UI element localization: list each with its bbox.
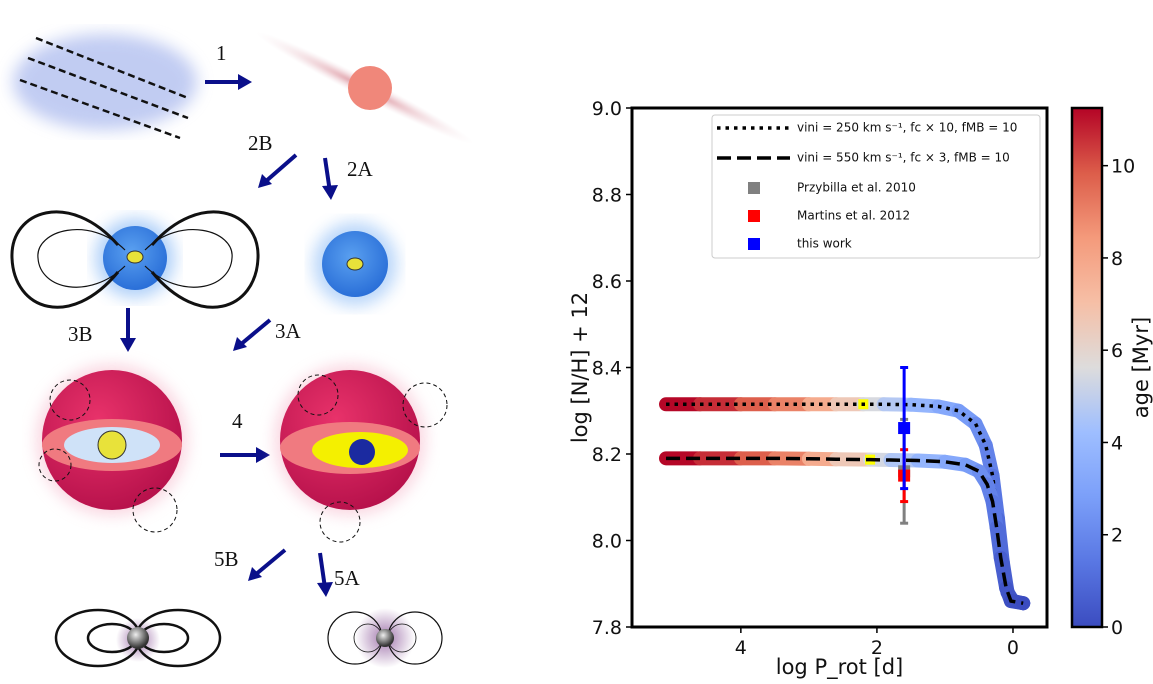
legend-label: vini = 550 km s⁻¹, fc × 3, fMB = 10 <box>797 151 1010 165</box>
colorbar-tick-label: 8 <box>1111 248 1123 270</box>
legend-label: Przybilla et al. 2010 <box>797 181 916 195</box>
step-label: 5B <box>214 547 239 571</box>
x-tick-label: 0 <box>1007 637 1019 659</box>
step-label: 2B <box>248 131 273 155</box>
y-tick-label: 7.8 <box>592 617 622 639</box>
chart: 4 2 0 7.8 8.0 8.2 8.4 8.6 8.8 9.0 log P_rot [d] log… <box>568 98 1153 680</box>
step-label: 4 <box>232 409 243 433</box>
y-tick-label: 9.0 <box>592 98 622 120</box>
legend-label: this work <box>797 237 852 251</box>
step-label: 5A <box>334 566 361 590</box>
colorbar-label: age [Myr] <box>1129 317 1153 418</box>
legend-label: vini = 250 km s⁻¹, fc × 10, fMB = 10 <box>797 121 1017 135</box>
legend-swatch <box>748 238 760 250</box>
model-line <box>666 404 1023 603</box>
colorbar-tick-label: 2 <box>1111 525 1123 547</box>
y-tick-label: 8.6 <box>592 271 622 293</box>
figure-svg: 1 2B 2A 3B 3A 4 5B 5A 4 2 0 7.8 8.0 8.2 8.4 8.6… <box>0 0 1153 684</box>
step-label: 3A <box>275 319 302 343</box>
model-line <box>666 458 1023 603</box>
data-point <box>898 422 910 434</box>
colorbar-tick-label: 6 <box>1111 340 1123 362</box>
colorbar-tick-label: 0 <box>1111 617 1123 639</box>
x-axis-label: log P_rot [d] <box>776 655 904 680</box>
step-label: 2A <box>347 157 374 181</box>
y-tick-label: 8.8 <box>592 185 622 207</box>
y-axis-label: log [N/H] + 12 <box>568 292 592 443</box>
arrowheads <box>120 74 338 597</box>
step-label: 1 <box>216 41 227 65</box>
schematic: 1 2B 2A 3B 3A 4 5B 5A <box>12 24 478 668</box>
legend-swatch <box>748 210 760 222</box>
colorbar <box>1072 108 1102 627</box>
figure: 1 2B 2A 3B 3A 4 5B 5A 4 2 0 7.8 8.0 8.2 8.4 8.6… <box>0 0 1153 684</box>
step-label: 3B <box>68 322 93 346</box>
cloud <box>13 34 197 130</box>
colorbar-tick-label: 4 <box>1111 432 1123 454</box>
y-tick-label: 8.4 <box>592 358 622 380</box>
x-tick-label: 4 <box>735 637 747 659</box>
legend-swatch <box>748 182 760 194</box>
y-tick-label: 8.2 <box>592 444 622 466</box>
legend-label: Martins et al. 2012 <box>797 209 910 223</box>
colorbar-tick-label: 10 <box>1111 156 1135 178</box>
y-tick-label: 8.0 <box>592 531 622 553</box>
protostar <box>348 66 392 110</box>
